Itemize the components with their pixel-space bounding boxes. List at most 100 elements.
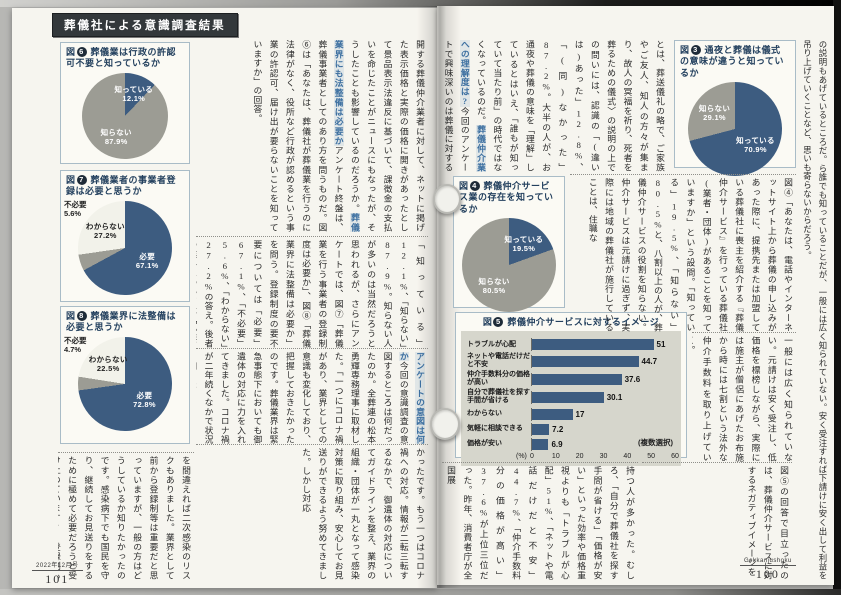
fig7-number-badge: 7	[76, 175, 87, 185]
right-body-far-right-column: の説明もあげているところだ。ら誰でも知っていることだが、一般には広く知られていな…	[800, 40, 830, 580]
fig6-pie-wrap: 知っている 12.1% 知らない 87.9%	[66, 70, 184, 159]
pie-slice-label: 知らない 80.5%	[478, 276, 510, 295]
bar-track: 7.2	[531, 422, 675, 436]
right-body-band-3: 一般には広く知られていない。元請けは安く受注し、低価格を標榜しながら、実際には施…	[692, 332, 796, 462]
bar-track: 17	[531, 407, 675, 421]
fig8-pie-wrap: 必要 72.8% わからない 22.5% 不必要 4.7%	[64, 334, 184, 431]
bar-fill	[532, 355, 639, 367]
page-number-101: 101	[45, 572, 70, 586]
bar-fill	[532, 339, 654, 351]
fig5-bar-rows: トラブルが心配 51 ネットや電話だけだと不安 44.7 仲介手数料分の価格が高い 37.…	[467, 338, 675, 451]
left-body-band-2: 「知っている」12.1%、「知らない」87.9%。知らない人が多いのは当然だろう…	[196, 236, 428, 348]
pie-slice-label: 知っている 70.9%	[736, 135, 775, 154]
fig3-number-badge: 3	[690, 45, 701, 55]
page-number-100: 100	[755, 567, 780, 581]
left-body-band-3: アンケートの意図は何か今回の意識調査の意図するところは何だったのか。全葬連の松本…	[196, 348, 428, 444]
fig5-x-axis: (%) 0 10 20 30 40 50 60	[516, 452, 679, 464]
body-text: ているとはいえ、「誰もが知っていて当たり前」の時代ではなくなっているのだ。	[476, 40, 519, 172]
bar-category-label: 気軽に相談できる	[467, 425, 523, 432]
bar-category-label: トラブルが心配	[467, 340, 516, 348]
right-body-band-4: 図⑤の回答で目立ったのは、葬儀仲介サービスに対するネガティブイメージを	[642, 462, 792, 580]
bar-value-label: 37.6	[624, 374, 641, 384]
bar-category-label: わからない	[467, 410, 502, 417]
body-text: 図⑤の回答で目立ったのは、葬儀仲介サービスに対するネガティブイメージを	[746, 466, 789, 580]
fig5-multi-select-note: (複数選択)	[638, 437, 673, 447]
left-body-band-4: かったです。もう一つはコロナ禍への対応。情報が二転三転するなかで、御遺体の対応に…	[196, 444, 428, 580]
fig-word: 図	[680, 45, 690, 55]
pie-outside-label: 不必要 5.6%	[64, 199, 87, 218]
fig5-title-text: 葬儀仲介サービスに対するイメージ	[507, 317, 660, 327]
fig5-number-badge: 5	[493, 317, 504, 327]
bar-value-label: 51	[656, 340, 666, 350]
binder-hole-bottom	[430, 408, 460, 440]
pie-slice-label: 必要 67.1%	[135, 251, 159, 270]
body-text: 「知っている」12.1%、「知らない」87.9%。知らない人が多いのは当然だろう…	[196, 240, 425, 348]
bar-fill	[532, 408, 573, 420]
pie-slice-label: 知らない 87.9%	[100, 128, 132, 147]
fig6-title-text: 葬儀業は行政の許認可不要と知っているか	[66, 47, 177, 69]
scan-edge-top	[0, 0, 841, 7]
pie-slice-label: 知っている 12.1%	[114, 84, 154, 103]
body-text: かったです。もう一つはコロナ禍への対応。情報が二転三転するなかで、御遺体の対応に…	[301, 448, 425, 580]
fig4-title-text: 葬儀仲介サービス業の存在を知っているか	[459, 181, 554, 214]
binder-hole-top	[433, 184, 461, 214]
bar-track: 30.1	[531, 390, 675, 404]
bar-value-label: 17	[575, 409, 585, 419]
bar-value-label: 30.1	[606, 392, 623, 402]
right-body-band-1: とは、葬送儀礼の略で、ご家族やご友人、知人の方々が集まり、故人の冥福を祈り、死者…	[442, 40, 668, 172]
bar-fill	[532, 373, 622, 385]
bar-row: ネットや電話だけだと不安 44.7	[467, 353, 675, 369]
body-text: 今回のアンケートで興味深いのは葬儀に対する意識を聞くだけでなく、「葬儀業者」につ…	[443, 40, 470, 172]
axis-tick-label: 40	[623, 452, 632, 460]
fig-word: 図	[66, 47, 76, 57]
body-text: の説明もあげているところだ。ら誰でも知っていることだが、一般には広く知られていな…	[802, 40, 827, 580]
fig8-number-badge: 8	[76, 311, 87, 321]
issue-date: 2022年12月号	[32, 560, 83, 571]
body-text: を間違えれば二次感染のリスクもありました。業界として前から登録制等は重要だと思っ…	[58, 456, 191, 580]
fig7-pie-chart: 必要 67.1% わからない 27.2%	[78, 200, 172, 295]
body-text: とは、葬送儀礼の略で、ご家族やご友人、知人の方々が集まり、故人の冥福を祈り、死者…	[524, 40, 665, 172]
article-header-badge: 葬儀社による意識調査結果	[52, 13, 238, 37]
bar-fill	[532, 391, 604, 403]
bar-category-label: 自分で葬儀社を探す手間が省ける	[467, 389, 530, 405]
right-body-band-5: 持つ人が多かった。むしろ、「自分で葬儀社を探す手間が省ける」「価格が安い」といっ…	[442, 462, 638, 580]
pie-slice-label: わからない 22.5%	[88, 354, 128, 373]
axis-tick-label: 20	[575, 452, 584, 460]
body-text: 開する葬儀仲介業者に対して、ネットに掲げた表示価格と実際の価格に開きがあったとし…	[349, 40, 425, 232]
axis-tick-label: 10	[551, 452, 560, 460]
fig3-pie-chart: 知っている 70.9% 知らない 29.1%	[688, 81, 782, 176]
fig5-bar-plot: トラブルが心配 51 ネットや電話だけだと不安 44.7 仲介手数料分の価格が高い 37.…	[461, 331, 681, 466]
bar-value-label: 6.9	[551, 439, 563, 449]
fig6-pie-chart: 知っている 12.1% 知らない 87.9%	[82, 72, 168, 159]
body-text: 一般には広く知られていない。元請けは安く受注し、低価格を標榜しながら、実際には施…	[692, 336, 793, 462]
body-text: 持つ人が多かった。むしろ、「自分で葬儀社を探す手間が省ける」「価格が安い」といっ…	[446, 466, 635, 580]
fig3-pie-wrap: 知っている 70.9% 知らない 29.1%	[680, 79, 790, 176]
axis-tick-label: 50	[647, 452, 656, 460]
fig-word: 図	[66, 311, 76, 321]
pie-slice-label: 知っている 19.5%	[504, 234, 544, 253]
body-text: アンケート終盤は、葬儀事業者としてのあり方を問うものだ。図⑥は「あなたは、葬儀社…	[252, 40, 344, 232]
bar-row: 自分で葬儀社を探す手間が省ける 30.1	[467, 389, 675, 405]
fig-word: 図	[459, 181, 469, 191]
axis-tick-label: 30	[599, 452, 608, 460]
fig4-number-badge: 4	[469, 181, 480, 191]
fig7-title-text: 葬儀業者の事業者登録は必要と思うか	[66, 175, 177, 197]
bar-row: わからない 17	[467, 407, 675, 421]
fig8-pie-chart: 必要 72.8% わからない 22.5%	[78, 336, 172, 431]
magazine-name: Gekkanjushoku	[740, 558, 796, 566]
bar-fill	[532, 423, 550, 435]
fig-word: 図	[482, 317, 493, 327]
scan-edge-bottom	[0, 589, 841, 595]
bar-row: 価格が安い 6.9	[467, 437, 675, 451]
left-body-band-1: 開する葬儀仲介業者に対して、ネットに掲げた表示価格と実際の価格に開きがあったとし…	[196, 40, 428, 232]
body-text: 今回の意識調査の意図するところは何だったのか。全葬連の松本勇輝専務理事に取材した…	[196, 352, 409, 444]
right-body-band-2: 図④「あなたは、電話やインターネットサイト上から葬儀の申し込みがあった際に、提携…	[570, 174, 796, 332]
